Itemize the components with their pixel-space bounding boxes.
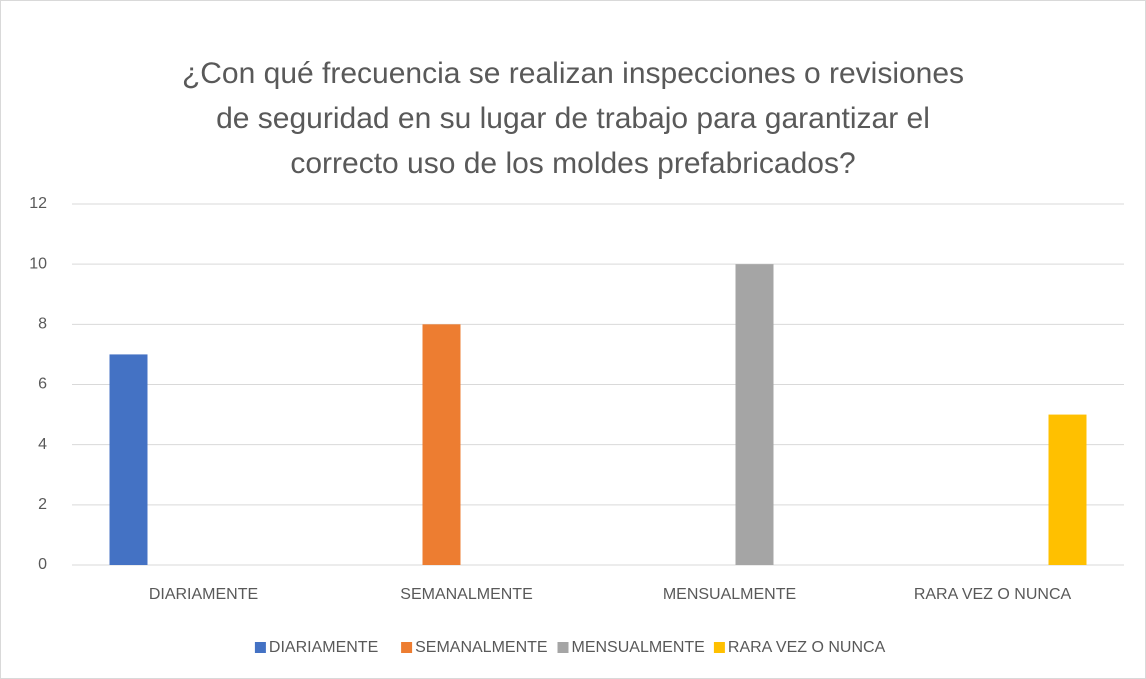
legend-swatch	[401, 642, 413, 653]
bar	[422, 324, 461, 565]
y-tick-label: 0	[38, 556, 47, 573]
x-tick-label: SEMANALMENTE	[400, 586, 532, 603]
chart-title: correcto uso de los moldes prefabricados…	[290, 147, 855, 180]
y-tick-label: 12	[29, 195, 47, 212]
chart-title: de seguridad en su lugar de trabajo para…	[216, 102, 930, 135]
legend-label: DIARIAMENTE	[269, 639, 378, 656]
y-tick-label: 2	[38, 496, 47, 513]
x-tick-label: MENSUALMENTE	[663, 586, 796, 603]
y-tick-label: 10	[29, 255, 47, 272]
legend-label: SEMANALMENTE	[415, 639, 547, 656]
legend-label: MENSUALMENTE	[572, 639, 705, 656]
x-tick-label: DIARIAMENTE	[149, 586, 258, 603]
legend-swatch	[557, 642, 569, 653]
x-tick-label: RARA VEZ O NUNCA	[914, 586, 1072, 603]
y-tick-label: 4	[38, 436, 47, 453]
legend-swatch	[254, 642, 266, 653]
legend-swatch	[713, 642, 725, 653]
bar	[735, 264, 774, 565]
y-tick-label: 6	[38, 376, 47, 393]
legend-label: RARA VEZ O NUNCA	[728, 639, 886, 656]
y-tick-label: 8	[38, 316, 47, 333]
bar	[1048, 414, 1087, 565]
bar	[109, 354, 148, 565]
chart-title: ¿Con qué frecuencia se realizan inspecci…	[182, 57, 964, 90]
